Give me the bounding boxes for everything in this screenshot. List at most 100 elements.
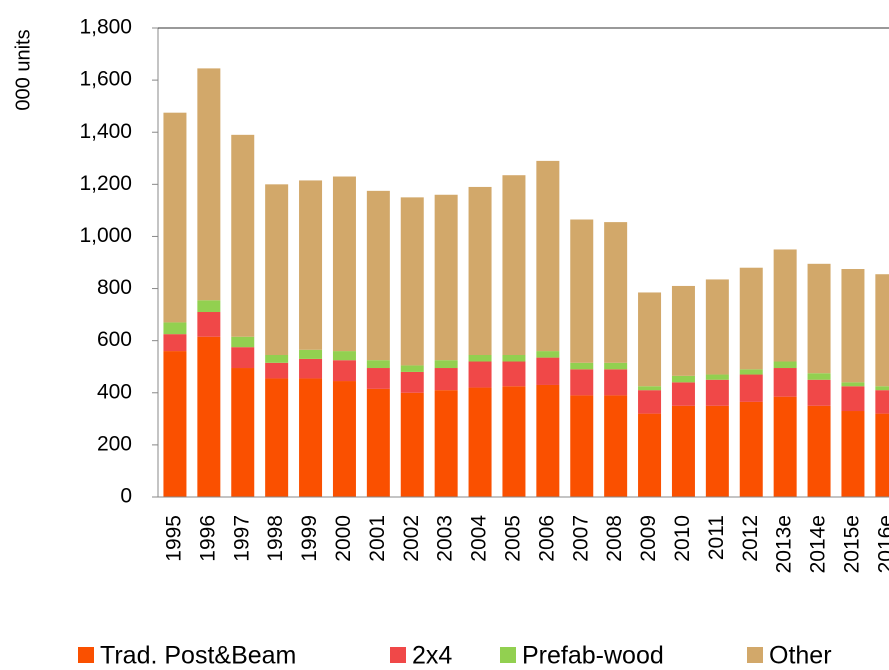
x-tick-label: 2006	[535, 515, 558, 562]
bar-segment	[332, 351, 356, 361]
bar-segment	[739, 369, 763, 375]
legend-label: Prefab-wood	[522, 642, 664, 670]
bar-segment	[197, 68, 221, 301]
bar-segment	[604, 222, 628, 363]
bar-segment	[231, 368, 255, 497]
x-tick-label: 2011	[705, 515, 728, 560]
legend-label: Other	[769, 642, 832, 670]
bar-segment	[807, 373, 831, 380]
bar-segment	[570, 369, 594, 396]
bar-segment	[705, 279, 729, 375]
bar-segment	[265, 354, 289, 363]
bar-segment	[570, 395, 594, 497]
y-tick-label: 200	[97, 432, 132, 455]
x-tick-label: 1998	[264, 515, 287, 562]
bar-segment	[875, 386, 889, 391]
bar-segment	[197, 312, 221, 337]
bar-segment	[366, 360, 390, 369]
bar-segment	[502, 175, 526, 355]
bar-segment	[197, 300, 221, 313]
y-axis-label: 000 units	[12, 29, 34, 110]
bar-segment	[332, 381, 356, 497]
bar-segment	[332, 360, 356, 382]
x-tick-label: 1995	[162, 515, 185, 562]
bar-segment	[739, 401, 763, 497]
bar-segment	[265, 184, 289, 355]
bar-segment	[231, 347, 255, 369]
bar-segment	[265, 362, 289, 379]
bar-segment	[841, 269, 865, 383]
y-tick-label: 400	[97, 380, 132, 403]
bar-segment	[366, 388, 390, 497]
bar-segment	[638, 390, 662, 414]
x-tick-label: 2003	[434, 515, 457, 562]
legend-swatch	[747, 647, 763, 663]
x-tick-label: 2001	[366, 515, 389, 562]
bar-segment	[773, 361, 797, 369]
x-tick-label: 2002	[400, 515, 423, 562]
x-tick-label: 2016e	[874, 515, 889, 573]
bar-segment	[570, 362, 594, 370]
bar-segment	[400, 197, 424, 366]
bar-segment	[604, 395, 628, 497]
bar-segment	[841, 382, 865, 387]
bar-segment	[163, 322, 187, 335]
x-tick-label: 2007	[569, 515, 592, 562]
x-tick-label: 2010	[671, 515, 694, 562]
bar-segment	[299, 358, 323, 379]
bar-segment	[773, 249, 797, 362]
x-tick-label: 2004	[468, 515, 491, 562]
bar-segment	[604, 362, 628, 370]
y-tick-label: 600	[97, 328, 132, 351]
bar-segment	[163, 112, 187, 323]
bar-segment	[434, 194, 458, 361]
bar-segment	[502, 361, 526, 387]
x-tick-label: 2009	[637, 515, 660, 562]
bar-segment	[739, 374, 763, 402]
y-tick-label: 1,400	[79, 120, 132, 143]
bar-segment	[197, 336, 221, 497]
x-tick-label: 1997	[230, 515, 253, 562]
bar-segment	[638, 413, 662, 497]
bar-segment	[638, 386, 662, 391]
bar-segment	[841, 411, 865, 497]
bar-segment	[570, 219, 594, 363]
bar-segment	[366, 368, 390, 389]
y-tick-label: 1,200	[79, 172, 132, 195]
bar-segment	[536, 384, 560, 497]
bar-segment	[536, 160, 560, 352]
bar-segment	[807, 379, 831, 406]
y-tick-label: 1,600	[79, 68, 132, 91]
x-tick-label: 2008	[603, 515, 626, 562]
bar-segment	[299, 378, 323, 497]
bar-segment	[468, 354, 492, 362]
bar-segment	[705, 405, 729, 497]
bar-segment	[671, 382, 695, 406]
bar-segment	[638, 292, 662, 387]
bar-segment	[468, 387, 492, 497]
bar-segment	[299, 349, 323, 359]
bar-segment	[807, 405, 831, 497]
bar-segment	[265, 378, 289, 497]
bar-segment	[604, 369, 628, 396]
x-tick-label: 2005	[501, 515, 524, 562]
bar-segment	[468, 186, 492, 355]
bar-segment	[502, 386, 526, 497]
legend-swatch	[390, 647, 406, 663]
y-tick-label: 1,800	[79, 16, 132, 39]
legend-label: 2x4	[412, 642, 452, 670]
y-tick-label: 1,000	[79, 224, 132, 247]
bar-segment	[536, 357, 560, 385]
x-tick-label: 2014e	[807, 515, 830, 573]
bar-segment	[807, 263, 831, 374]
bar-segment	[434, 360, 458, 369]
bar-segment	[434, 368, 458, 391]
bar-segment	[671, 375, 695, 383]
x-tick-label: 1999	[298, 515, 321, 562]
bar-segment	[163, 351, 187, 497]
bar-segment	[875, 413, 889, 497]
bar-segment	[705, 374, 729, 380]
legend-label: Trad. Post&Beam	[100, 642, 296, 670]
bar-segment	[841, 386, 865, 412]
